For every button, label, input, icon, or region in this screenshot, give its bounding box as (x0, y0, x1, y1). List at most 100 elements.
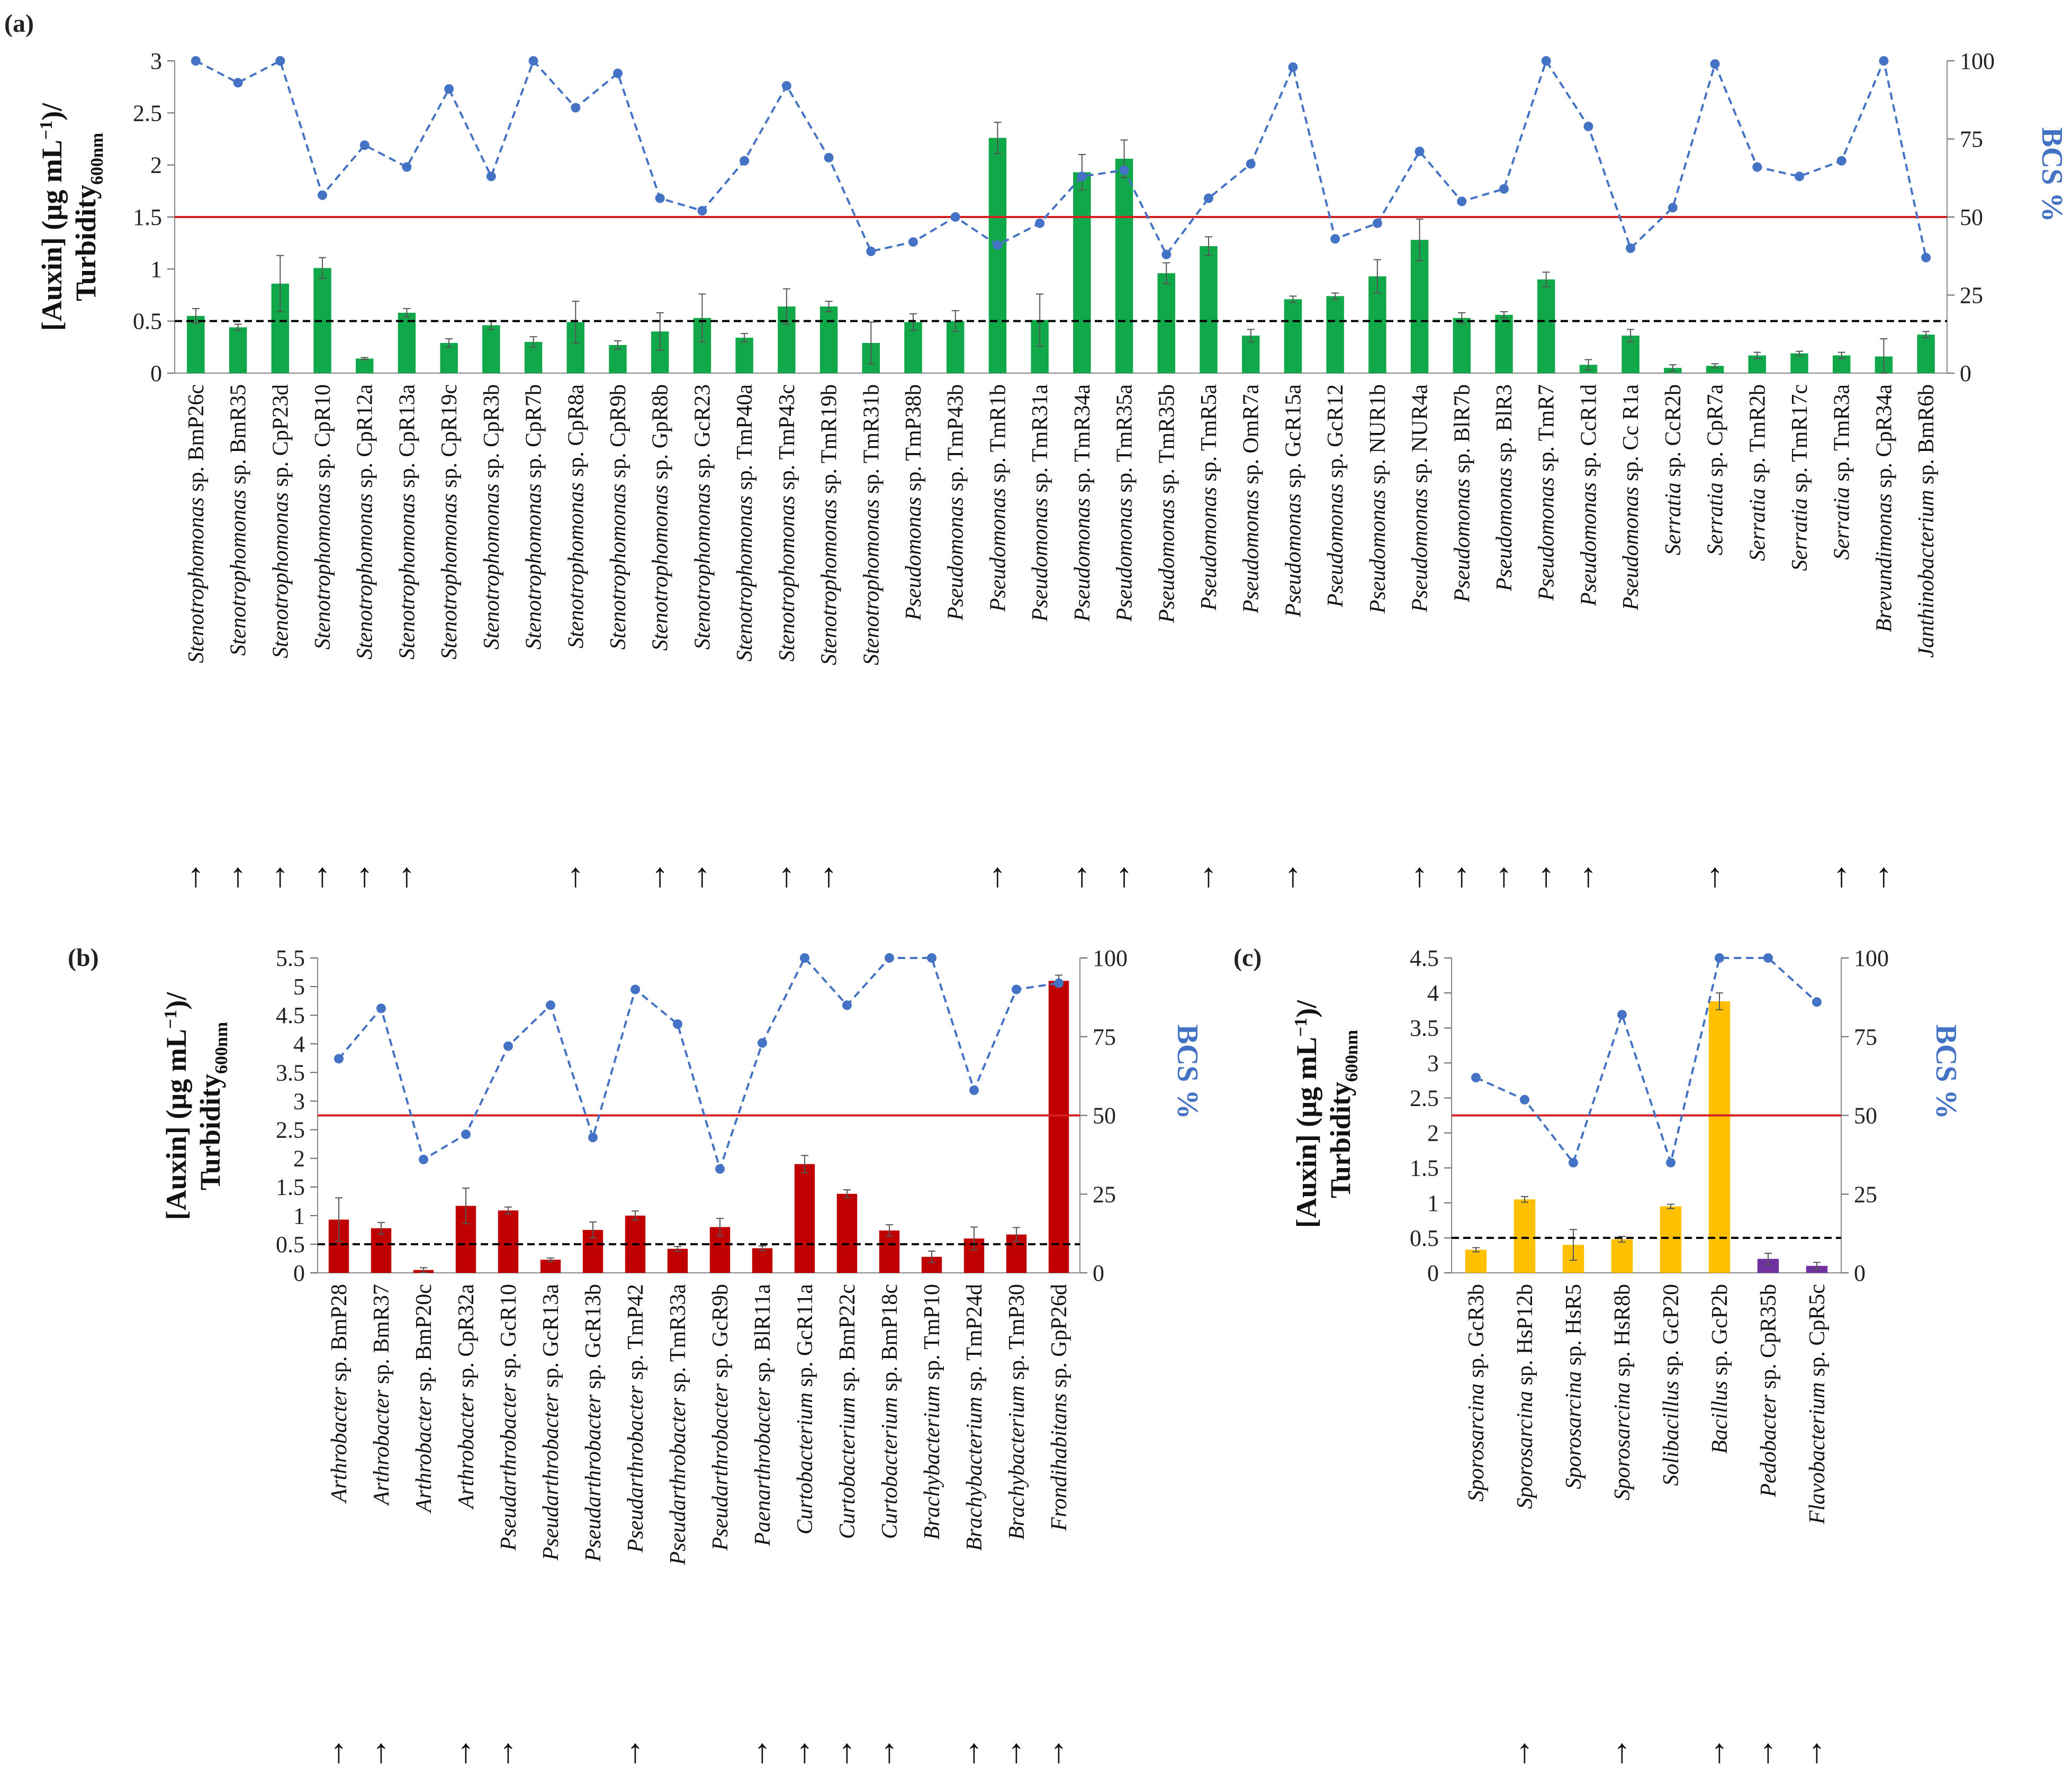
category-sp: sp. (648, 448, 673, 485)
category-sp: sp. (1155, 463, 1179, 499)
bar (667, 1249, 688, 1273)
category-genus: Stenotrophomonas (311, 484, 335, 649)
left-tick-label: 4 (1427, 980, 1439, 1006)
category-label: Pseudomonas sp. NUR4a (1408, 384, 1433, 613)
category-genus: Pedobacter (1756, 1394, 1781, 1497)
bar (752, 1248, 773, 1273)
bcs-point (546, 1000, 555, 1010)
bar (440, 342, 458, 373)
category-strain: CpR10 (311, 384, 335, 447)
bcs-point (885, 953, 894, 963)
arrow-marker: ↑ (1833, 856, 1850, 894)
arrow-marker: ↑ (693, 856, 710, 894)
category-sp: sp. (1281, 457, 1305, 494)
category-sp: sp. (817, 463, 842, 499)
category-sp: sp. (522, 447, 546, 484)
bcs-point (1836, 156, 1846, 166)
bcs-point (758, 1038, 767, 1048)
category-label: Stenotrophomonas sp. CpR7b (522, 384, 546, 649)
category-strain: CpR19c (437, 384, 462, 457)
panel-a-left-axis-title: [Auxin] (µg mL−1)/Turbidity600nm (36, 103, 107, 331)
category-genus: Brachybacterium (962, 1397, 987, 1551)
category-label: Curtobacterium sp. BmP22c (835, 1284, 860, 1539)
left-axis-title-main: [Auxin] (µg mL (160, 1029, 192, 1220)
arrow-marker: ↑ (778, 856, 795, 894)
panel-a-letter: (a) (4, 10, 34, 38)
left-axis-title-superscript: −1 (161, 1010, 181, 1029)
left-tick-label: 3 (150, 48, 162, 74)
category-genus: Pseudomonas (1070, 498, 1095, 622)
category-genus: Sporosarcina (1513, 1391, 1537, 1509)
category-strain: CpR12a (353, 384, 377, 457)
left-axis-title-turbidity: Turbidity (1325, 1082, 1356, 1198)
bcs-point (866, 246, 876, 256)
bcs-point (1330, 234, 1340, 244)
category-genus: Pseudomonas (1281, 494, 1305, 618)
category-sp: sp. (539, 1357, 563, 1394)
bar (1611, 1239, 1633, 1273)
arrow-marker: ↑ (1538, 856, 1555, 894)
arrow-marker: ↑ (1116, 856, 1133, 894)
category-genus: Sporosarcina (1464, 1383, 1489, 1501)
category-genus: Pseudomonas (1323, 484, 1348, 608)
category-label: Pseudomonas sp. TmR1b (986, 384, 1010, 612)
category-sp: sp. (1492, 431, 1517, 468)
category-sp: sp. (454, 1357, 479, 1394)
bcs-point (1054, 978, 1064, 988)
arrow-marker: ↑ (373, 1732, 390, 1770)
left-tick-label: 1.5 (276, 1174, 305, 1200)
bcs-point (969, 1085, 979, 1095)
arrow-marker: ↑ (1284, 856, 1301, 894)
bar (229, 327, 247, 373)
category-genus: Serratia (1661, 483, 1686, 556)
bcs-point (191, 56, 201, 66)
category-strain: TmR33a (666, 1284, 690, 1362)
arrow-marker: ↑ (1200, 856, 1217, 894)
bcs-point (1710, 59, 1720, 69)
category-sp: sp. (1408, 452, 1433, 489)
category-strain: GcP2b (1708, 1284, 1732, 1344)
left-tick-label: 3 (293, 1088, 305, 1114)
bcs-point (1372, 218, 1382, 228)
category-sp: sp. (437, 457, 462, 494)
bcs-point (800, 953, 809, 963)
category-sp: sp. (353, 457, 377, 494)
left-axis-title-line1: [Auxin] (µg mL−1)/ (160, 992, 192, 1220)
left-axis-title-line2: Turbidity600nm (194, 1022, 231, 1190)
bar (1790, 353, 1808, 373)
category-label: Bacillus sp. GcP2b (1708, 1284, 1732, 1454)
right-tick-label: 50 (1093, 1103, 1116, 1129)
arrow-marker: ↑ (839, 1732, 855, 1770)
category-strain: TmR1b (986, 384, 1010, 452)
category-strain: TmR7 (1535, 384, 1559, 441)
arrow-marker: ↑ (881, 1732, 898, 1770)
category-genus: Pseudomonas (902, 497, 926, 621)
category-label: Pseudarthrobacter sp. TmR33a (666, 1284, 690, 1566)
category-genus: Pseudomonas (1408, 489, 1433, 612)
category-strain: TmP42 (624, 1284, 648, 1350)
arrow-marker: ↑ (754, 1732, 771, 1770)
bar (1453, 318, 1471, 373)
category-strain: TmP43c (775, 384, 799, 459)
left-tick-label: 0.5 (133, 309, 162, 334)
bar (371, 1228, 392, 1273)
bcs-point (630, 984, 640, 994)
bar (1410, 240, 1429, 373)
category-strain: CpR13a (395, 384, 419, 457)
category-label: Pseudomonas sp. TmR35a (1113, 384, 1137, 622)
right-tick-label: 75 (1093, 1024, 1116, 1050)
category-genus: Pseudomonas (986, 488, 1010, 612)
panel-a: (a) [Auxin] (µg mL−1)/Turbidity600nm BCS… (4, 10, 2068, 894)
bar (1660, 1206, 1682, 1273)
right-tick-label: 0 (1093, 1260, 1104, 1286)
category-sp: sp. (412, 1361, 436, 1397)
category-label: Stenotrophomonas sp. BmP26c (184, 384, 209, 663)
arrow-marker: ↑ (966, 1732, 983, 1770)
bar (735, 338, 753, 373)
category-label: Brachybacterium sp. TmP10 (920, 1284, 944, 1540)
bar (1115, 158, 1133, 373)
right-tick-label: 50 (1960, 204, 1983, 230)
left-axis-title-line1: [Auxin] (µg mL−1)/ (1291, 1000, 1322, 1228)
bcs-point (1752, 162, 1762, 172)
category-strain: TmP40a (733, 384, 757, 460)
